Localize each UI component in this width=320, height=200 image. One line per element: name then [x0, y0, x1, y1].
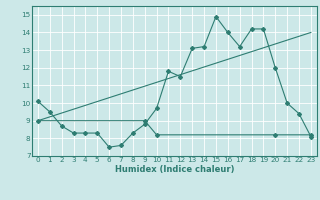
X-axis label: Humidex (Indice chaleur): Humidex (Indice chaleur) [115, 165, 234, 174]
